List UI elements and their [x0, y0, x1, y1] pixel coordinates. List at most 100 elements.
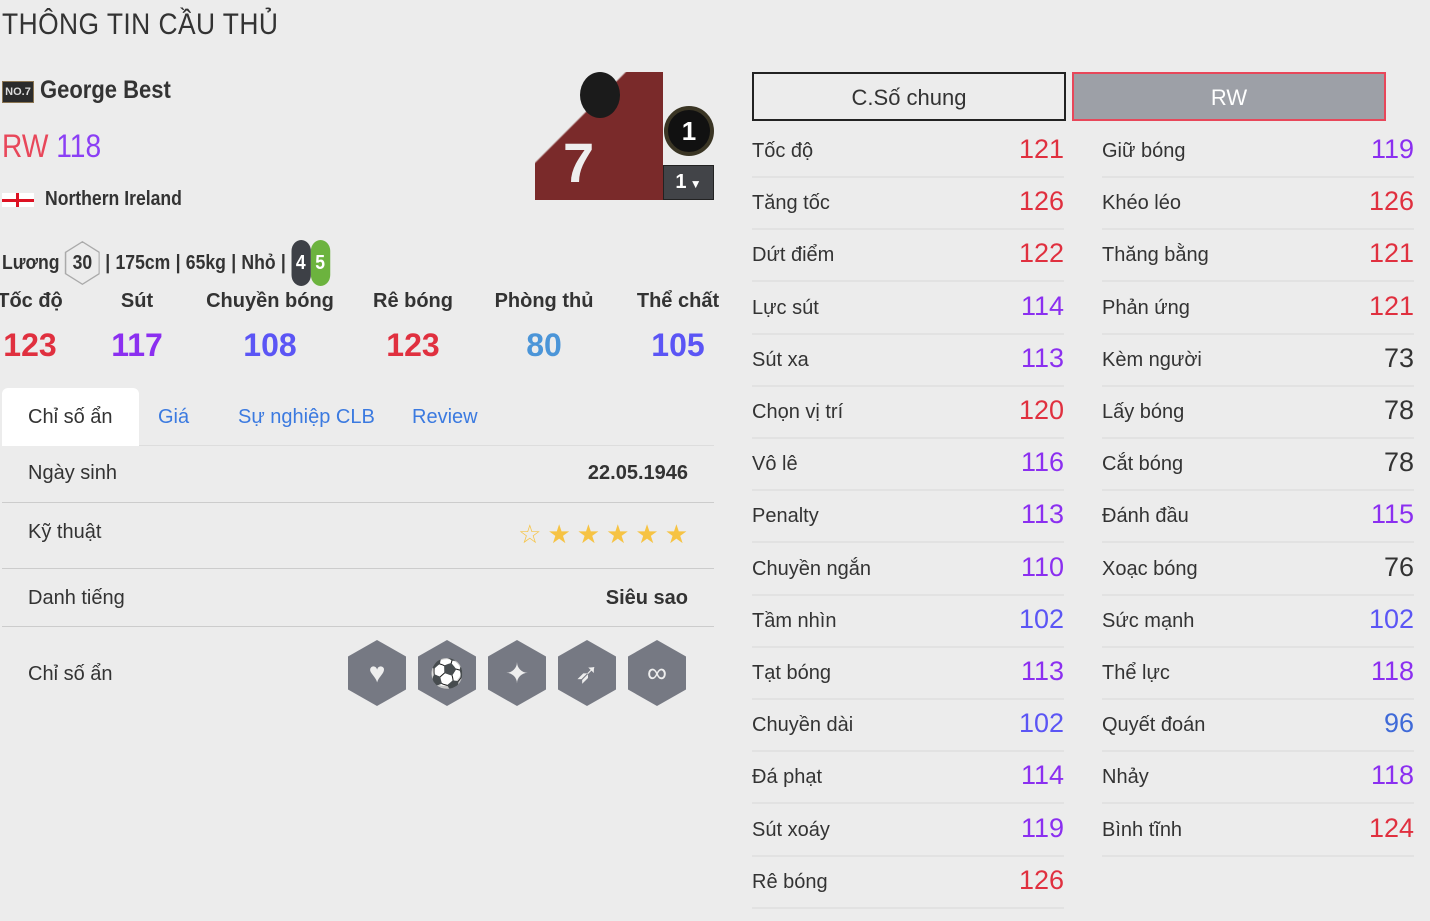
stat-label: Vô lê	[752, 453, 798, 476]
stat-value: 78	[1383, 395, 1414, 425]
stat-label: Chọn vị trí	[752, 401, 844, 423]
tab-hidden-stats[interactable]: Chỉ số ẩn	[2, 388, 139, 446]
season-badge: NO.7	[2, 81, 34, 103]
stat-label: Phản ứng	[1102, 296, 1190, 319]
stat-label: Thăng bằng	[1102, 244, 1209, 267]
star-filled-icon: ★	[547, 519, 571, 549]
stat-label: Thể lực	[1102, 662, 1170, 684]
stat-label: Rê bóng	[752, 870, 828, 893]
stat-value: 119	[1020, 812, 1064, 843]
playmaker-icon[interactable]: ∞	[628, 640, 686, 706]
stat-row: Bình tĩnh 124	[1102, 805, 1414, 857]
stat-value: 113	[1020, 342, 1064, 373]
stat-value: 114	[1020, 290, 1064, 321]
star-filled-icon: ★	[664, 519, 688, 549]
stat-label: Sút xoáy	[752, 818, 830, 841]
main-stat: Rê bóng 123	[373, 290, 453, 364]
main-stat-label: Phòng thủ	[494, 290, 594, 312]
stat-value: 126	[1368, 186, 1414, 217]
stat-row: Đánh đầu 115	[1102, 491, 1414, 544]
stat-label: Quyết đoán	[1102, 714, 1206, 737]
main-stat-value: 108	[243, 327, 297, 363]
stat-row: Sức mạnh 102	[1102, 596, 1414, 648]
main-stat-value: 80	[526, 327, 562, 363]
stat-label: Tạt bóng	[752, 662, 831, 684]
stat-row: Đá phạt 114	[752, 752, 1064, 805]
stat-row: Vô lê 116	[752, 439, 1064, 492]
main-stat-label: Sút	[120, 290, 154, 312]
stat-value: 96	[1383, 708, 1414, 739]
stat-label: Dứt điểm	[752, 244, 835, 267]
traits-row: Chỉ số ẩn ♥ ⚽ ✦ ➶ ∞	[2, 627, 714, 717]
star-empty-icon: ☆	[518, 519, 542, 549]
main-stat-label: Chuyền bóng	[206, 290, 334, 312]
stat-row: Tạt bóng 113	[752, 648, 1064, 700]
stat-label: Xoạc bóng	[1102, 557, 1198, 580]
stat-label: Tốc độ	[752, 140, 814, 162]
stat-row: Dứt điểm 122	[752, 230, 1064, 283]
stat-label: Lực sút	[752, 296, 819, 319]
tab-bar: Chỉ số ẩn Giá Sự nghiệp CLB Review	[2, 388, 714, 446]
stat-row: Chuyền ngắn 110	[752, 544, 1064, 596]
stat-row: Kèm người 73	[1102, 335, 1414, 387]
stat-value: 102	[1018, 603, 1064, 634]
main-stat: Tốc độ 123	[0, 290, 63, 364]
stat-row: Xoạc bóng 76	[1102, 544, 1414, 596]
heart-player-icon[interactable]: ♥	[348, 640, 406, 706]
stat-label: Tăng tốc	[752, 192, 830, 215]
stat-value: 113	[1020, 499, 1064, 530]
nation: Northern Ireland	[45, 188, 182, 210]
salary-label: Lương	[2, 251, 60, 274]
main-stat: Sút 117	[111, 290, 163, 364]
stat-row: Chuyền dài 102	[752, 700, 1064, 753]
main-stat-label: Thể chất	[636, 290, 720, 312]
height: 175cm	[115, 251, 171, 274]
main-stat-value: 123	[3, 327, 57, 363]
stat-value: 124	[1368, 812, 1414, 843]
caret-down-icon: ▼	[686, 177, 702, 191]
weight: 65kg	[185, 251, 226, 274]
player-photo: 7	[535, 72, 663, 200]
long-shot-icon[interactable]: ⚽	[418, 640, 476, 706]
tab-price[interactable]: Giá	[158, 406, 190, 428]
tab-review[interactable]: Review	[412, 406, 478, 428]
position-stats-button[interactable]: RW	[1072, 72, 1386, 121]
stat-label: Giữ bóng	[1102, 140, 1186, 162]
stat-row: Quyết đoán 96	[1102, 700, 1414, 753]
strong-foot-icon: 5	[310, 240, 330, 286]
position-rating: RW 118	[2, 128, 101, 165]
stat-label: Cắt bóng	[1102, 453, 1184, 476]
main-stat-label: Rê bóng	[373, 290, 453, 312]
weak-foot-icon: 4	[291, 240, 311, 286]
player-name: George Best	[40, 76, 171, 104]
stat-value: 126	[1018, 186, 1064, 217]
stat-label: Chuyền dài	[752, 714, 854, 737]
stat-value: 102	[1368, 603, 1414, 634]
level-select[interactable]: 1 ▼	[663, 165, 714, 200]
overall: 118	[56, 128, 102, 164]
main-stat-label: Tốc độ	[0, 290, 63, 312]
stat-row: Giữ bóng 119	[1102, 126, 1414, 178]
flag-icon	[2, 193, 34, 207]
stat-row: Lấy bóng 78	[1102, 387, 1414, 439]
body-type: Nhỏ	[241, 251, 276, 274]
flair-icon[interactable]: ✦	[488, 640, 546, 706]
stat-row: Rê bóng 126	[752, 857, 1064, 909]
stat-label: Tầm nhìn	[752, 609, 837, 632]
stat-value: 122	[1018, 238, 1064, 269]
main-stat: Chuyền bóng 108	[206, 290, 334, 364]
stat-label: Lấy bóng	[1102, 401, 1185, 423]
tab-club-career[interactable]: Sự nghiệp CLB	[238, 406, 375, 428]
stat-value: 114	[1020, 760, 1064, 791]
speed-dribbler-icon[interactable]: ➶	[558, 640, 616, 706]
stat-value: 126	[1018, 864, 1064, 895]
stat-value: 102	[1018, 708, 1064, 739]
stat-value: 121	[1018, 134, 1064, 164]
stat-value: 118	[1370, 760, 1414, 791]
stat-row: Phản ứng 121	[1102, 283, 1414, 335]
stat-value: 113	[1020, 656, 1064, 686]
stat-value: 121	[1368, 238, 1414, 269]
stat-row: Tăng tốc 126	[752, 178, 1064, 231]
stat-value: 115	[1370, 499, 1414, 530]
general-stats-button[interactable]: C.Số chung	[752, 72, 1066, 121]
